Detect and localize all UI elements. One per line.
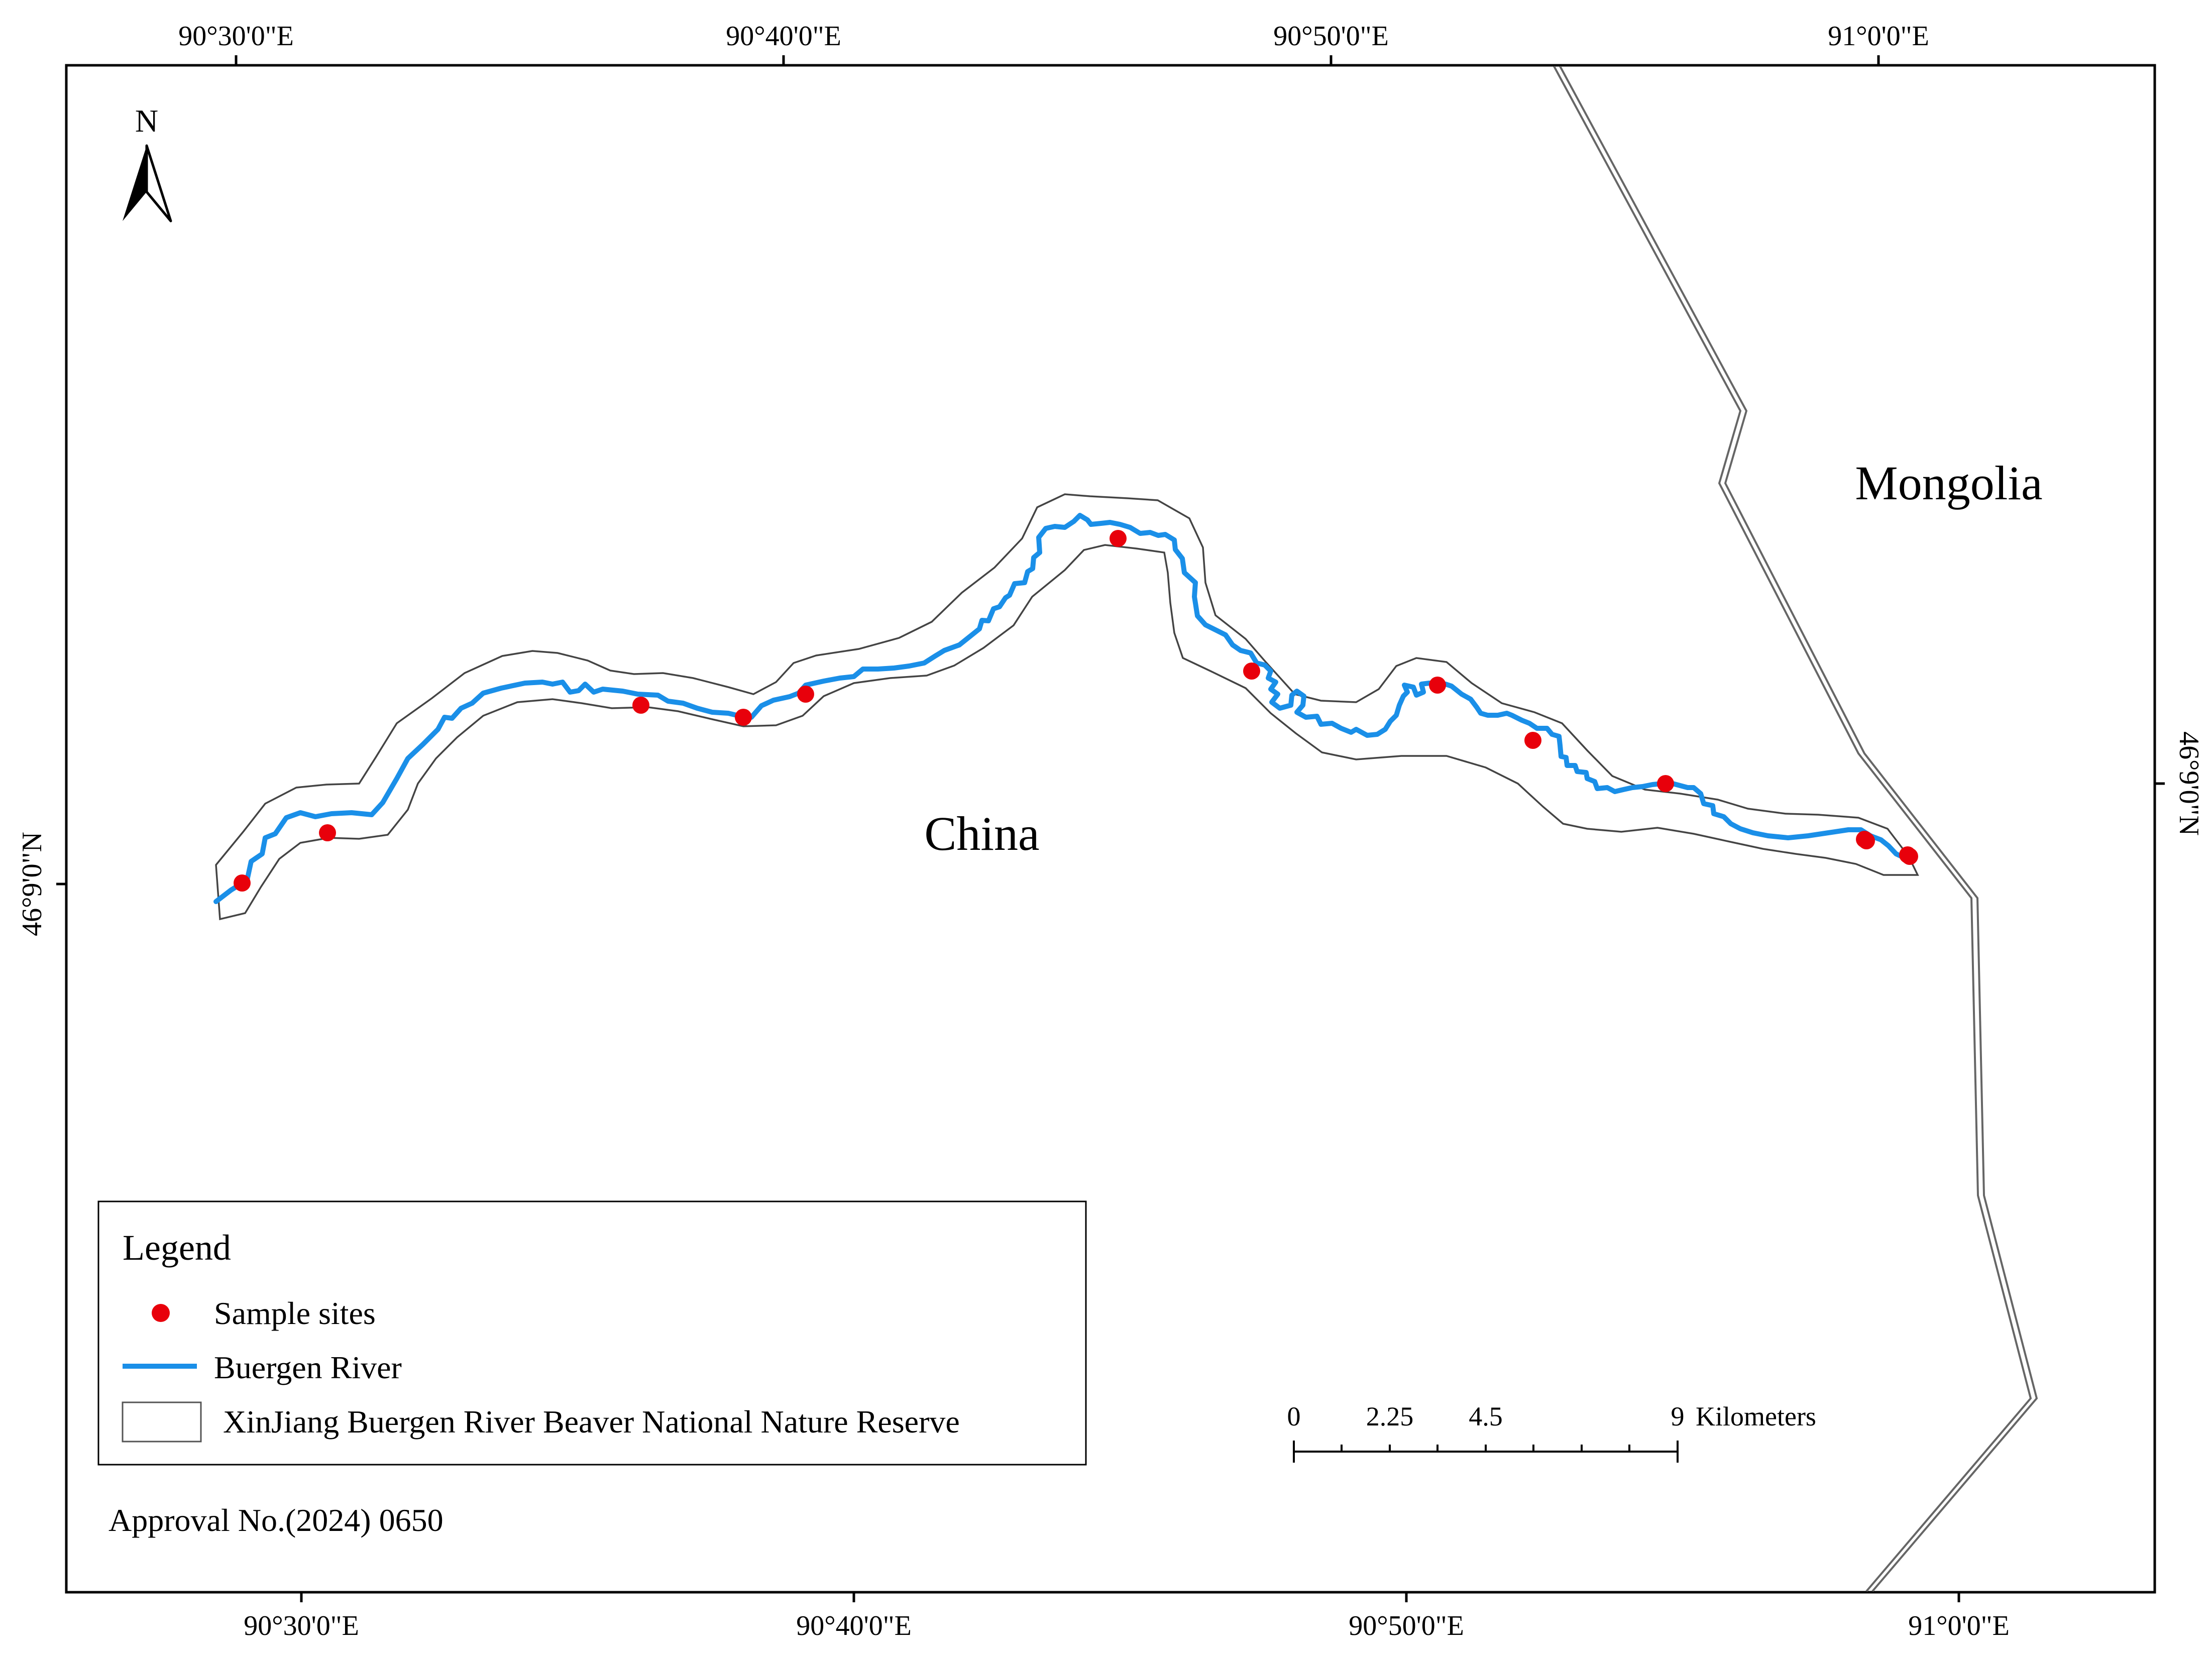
sample-site-marker [1856, 831, 1873, 848]
legend-label-river: Buergen River [214, 1350, 402, 1385]
sample-site-marker [1524, 732, 1541, 749]
lon-label-top-1: 90°30'0"E [178, 21, 294, 52]
legend-reserve-icon [122, 1401, 202, 1443]
sample-site-marker [632, 697, 649, 714]
sample-site-marker [1243, 663, 1260, 680]
scale-label-4-5: 4.5 [1469, 1401, 1503, 1431]
lon-label-top-4: 91°0'0"E [1828, 21, 1929, 52]
north-arrow-icon [123, 146, 147, 221]
lat-label-right: 46°9'0"N [2173, 731, 2204, 836]
legend-label-sample-sites: Sample sites [214, 1295, 376, 1331]
scale-bar-ticks [1293, 1441, 1679, 1463]
scale-label-0: 0 [1287, 1401, 1301, 1431]
approval-number: Approval No.(2024) 0650 [108, 1502, 444, 1538]
buergen-river [213, 513, 1911, 904]
sample-site-marker [1657, 775, 1674, 792]
legend-sample-site-icon [152, 1304, 170, 1322]
scale-label-2-25: 2.25 [1366, 1401, 1414, 1431]
scale-label-9: 9 [1671, 1401, 1685, 1431]
sample-site-marker [1901, 848, 1918, 865]
international-border [1553, 66, 2038, 1592]
legend-title: Legend [123, 1228, 231, 1268]
lon-label-bottom-2: 90°40'0"E [796, 1610, 912, 1641]
place-label-mongolia: Mongolia [1855, 456, 2042, 510]
place-label-china: China [924, 807, 1039, 860]
graticule-ticks [56, 55, 2165, 1602]
sample-site-marker [1110, 530, 1127, 547]
map-frame [65, 64, 2156, 1594]
legend: Legend Sample sites Buergen River XinJia… [97, 1200, 1087, 1466]
sample-site-marker [234, 874, 251, 892]
sample-site-marker [735, 709, 752, 726]
north-arrow: N [123, 103, 172, 223]
lon-label-bottom-1: 90°30'0"E [244, 1610, 359, 1641]
north-arrow-label: N [135, 103, 158, 139]
legend-label-reserve: XinJiang Buergen River Beaver National N… [223, 1404, 960, 1440]
legend-box [97, 1200, 1087, 1466]
scale-unit-label: Kilometers [1696, 1401, 1816, 1431]
reserve-outline [215, 493, 1919, 921]
lon-label-top-2: 90°40'0"E [726, 21, 841, 52]
sample-site-marker [1429, 677, 1446, 694]
sample-site-marker [797, 686, 814, 703]
lon-label-top-3: 90°50'0"E [1273, 21, 1389, 52]
scale-bar: 0 2.25 4.5 9 Kilometers [1287, 1401, 1816, 1463]
sample-sites-layer [234, 530, 1918, 892]
sample-site-marker [319, 824, 336, 841]
lon-label-bottom-4: 91°0'0"E [1908, 1610, 2010, 1641]
lat-label-left: 46°9'0"N [17, 832, 48, 936]
north-arrow-icon-outline [145, 144, 172, 223]
lon-label-bottom-3: 90°50'0"E [1349, 1610, 1464, 1641]
